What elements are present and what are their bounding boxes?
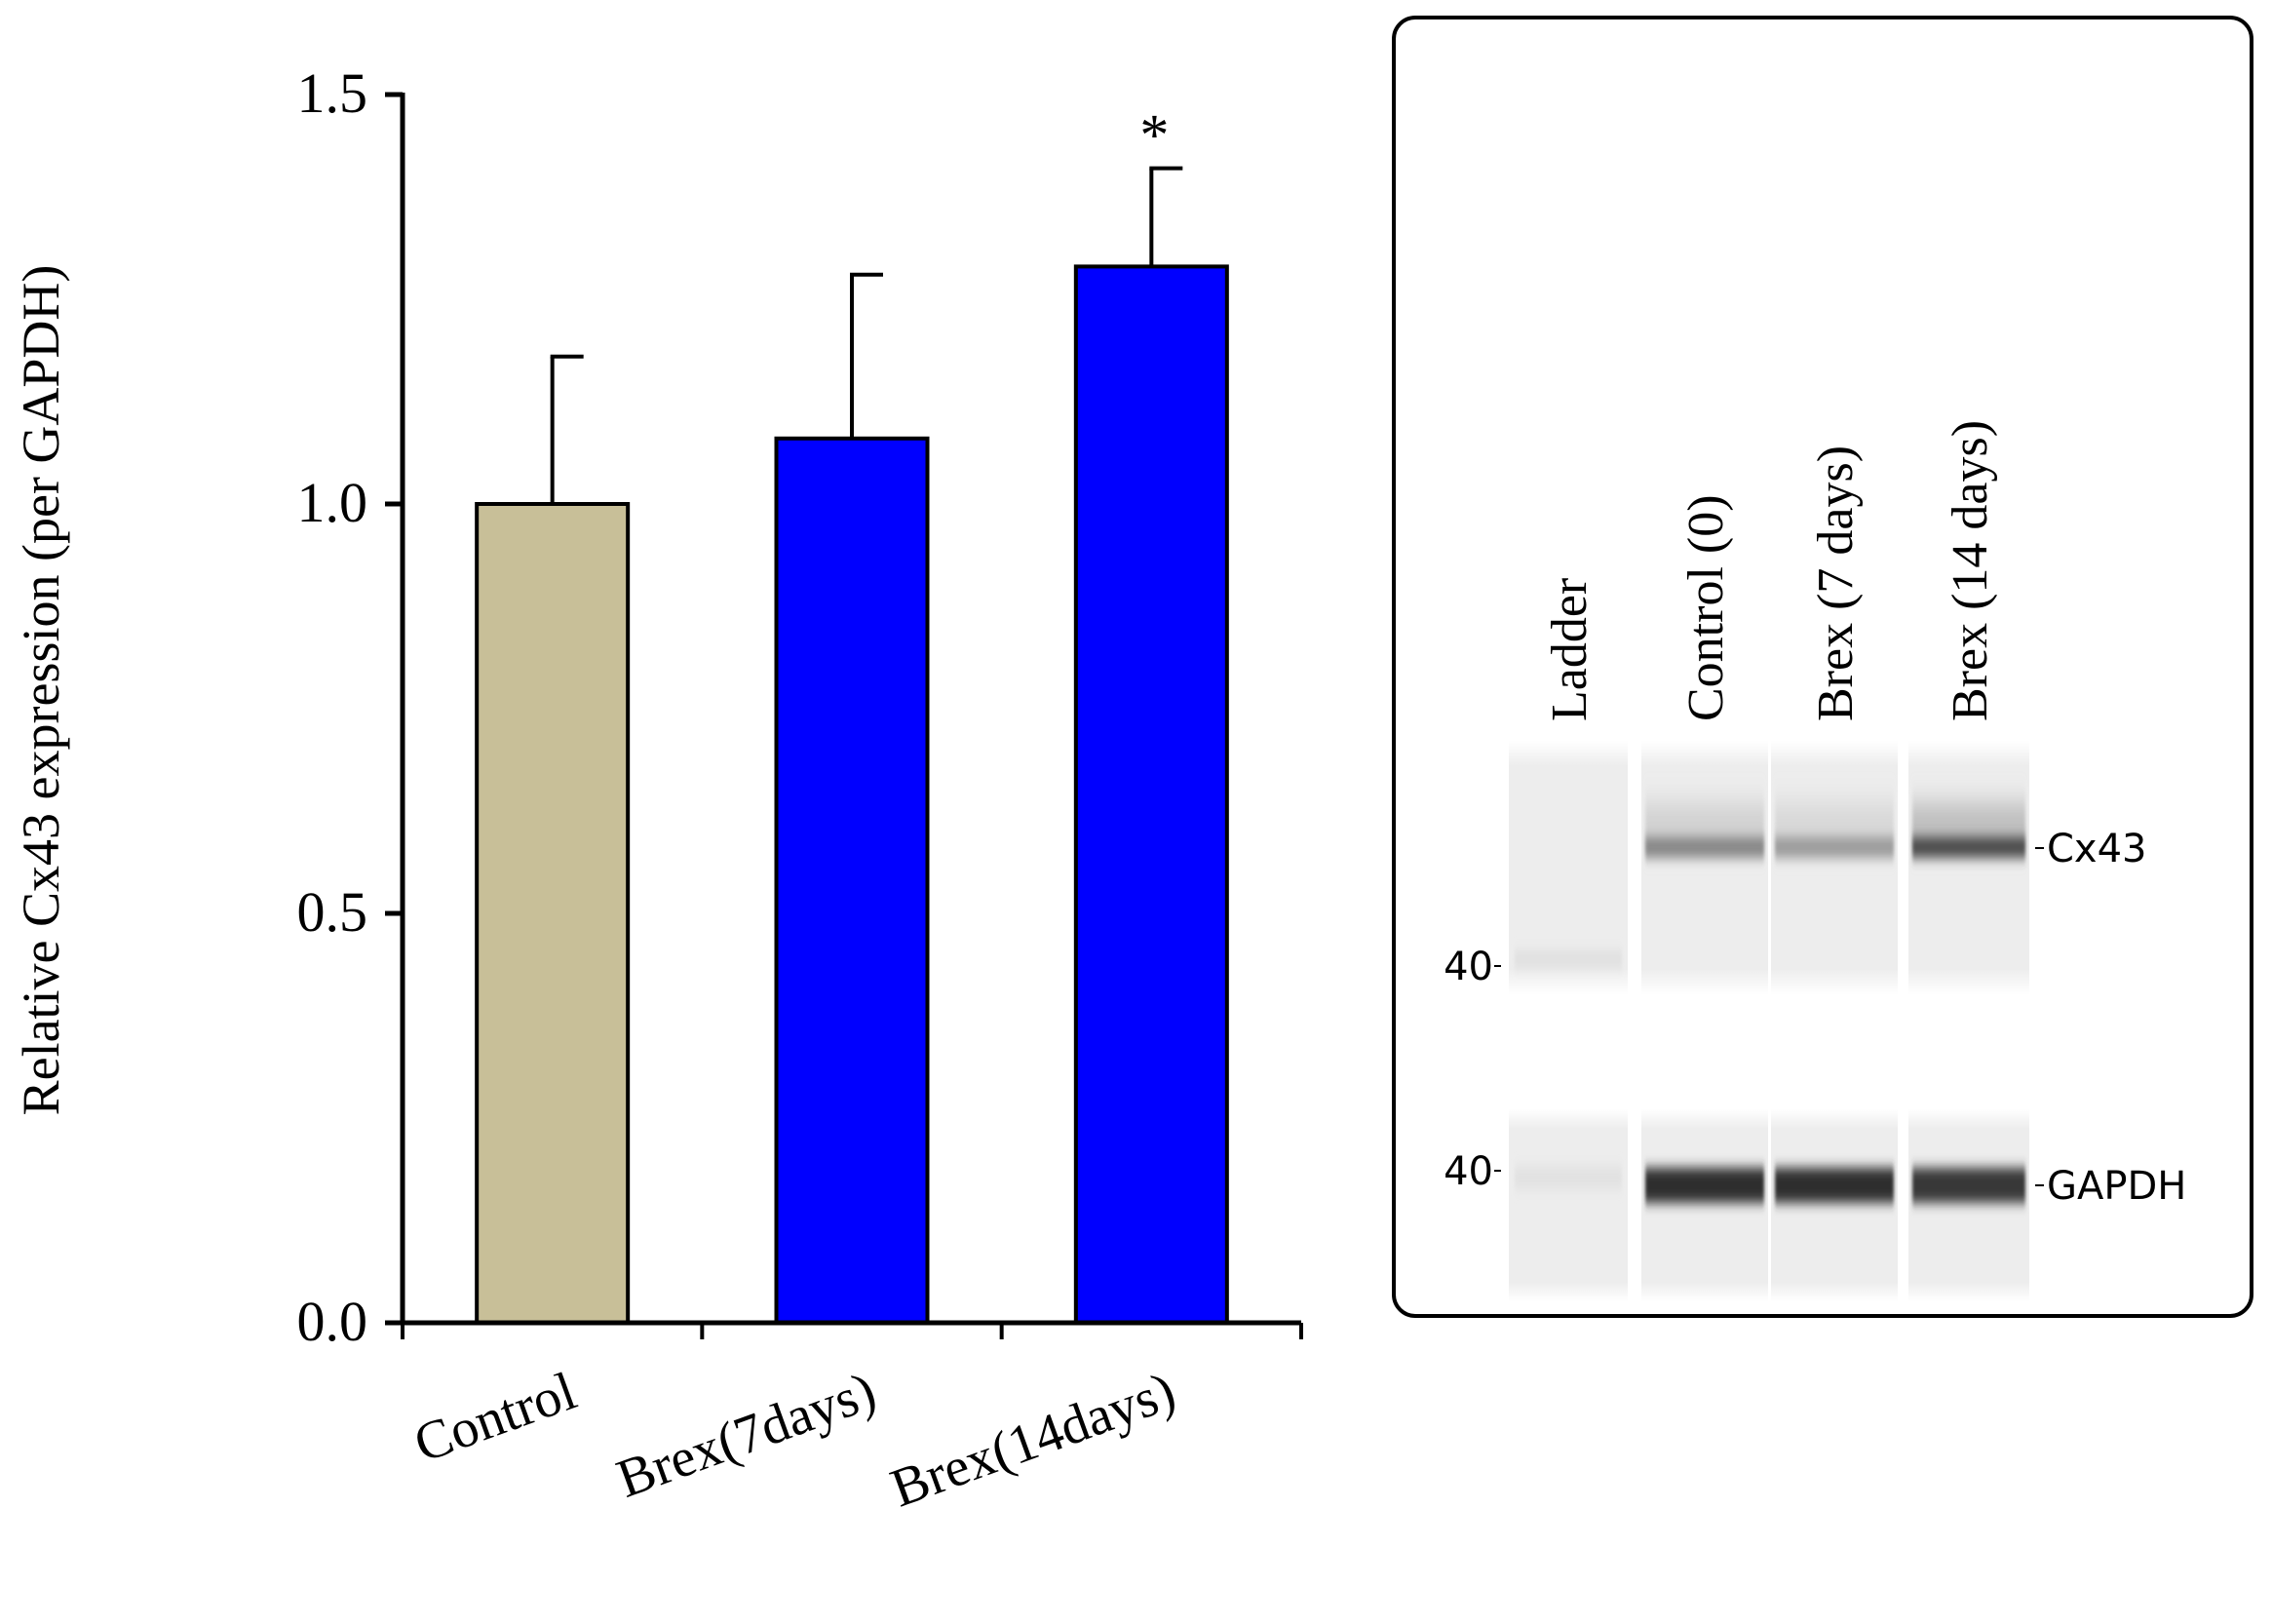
- ladder-band: [1515, 950, 1622, 968]
- gapdh-band: [1645, 1168, 1764, 1203]
- blot-panel: Ladder Control (0) Brex (7 days) Brex (14 d…: [1392, 16, 2253, 1318]
- blot-lane-fade: [1771, 1109, 1898, 1301]
- lane-label: Control (0): [1678, 494, 1734, 721]
- blot-lane-fade: [1641, 1109, 1768, 1301]
- gapdh-band: [1775, 1168, 1894, 1203]
- blot-lane-fade: [1908, 741, 2029, 994]
- y-tick-label: 1.0: [297, 471, 368, 534]
- gapdh-band: [1912, 1168, 2025, 1203]
- lane-labels: Ladder Control (0) Brex (7 days) Brex (14 d…: [1542, 420, 1998, 721]
- ladder-band: [1515, 1166, 1622, 1189]
- lane-label: Ladder: [1542, 578, 1598, 721]
- axes-layer: [385, 92, 1303, 1339]
- x-tick-label: Brex(14days): [883, 1361, 1183, 1520]
- cx43-band: [1645, 836, 1764, 858]
- y-tick-label: 0.5: [297, 880, 368, 944]
- y-tick-label: 1.5: [297, 61, 368, 125]
- blot-lane-fade: [1771, 741, 1898, 994]
- band-label: Cx43: [2047, 827, 2147, 871]
- cx43-band: [1912, 836, 2025, 858]
- band-label: GAPDH: [2047, 1164, 2186, 1209]
- x-tick-label: Brex(7days): [609, 1361, 883, 1510]
- lane-label: Brex (7 days): [1808, 445, 1864, 721]
- bar-control: [475, 502, 631, 1325]
- marker-label: 40: [1444, 1149, 1493, 1194]
- cx43-band: [1775, 836, 1894, 858]
- y-axis-label: Relative Cx43 expression (per GAPDH): [12, 265, 70, 1116]
- lane-label: Brex (14 days): [1943, 420, 1998, 721]
- x-tick-labels: Control Brex(7days) Brex(14days): [406, 1361, 1183, 1520]
- bar-brex-7days-: [774, 436, 930, 1325]
- blot-lane-fade: [1509, 1109, 1628, 1301]
- bar-brex-14days-: [1073, 264, 1229, 1325]
- x-tick-label: Control: [406, 1361, 584, 1475]
- marker-label: 40: [1444, 945, 1493, 989]
- band-labels: Cx43 GAPDH 40 40: [1444, 827, 2186, 1209]
- y-tick-label: 0.0: [297, 1290, 368, 1353]
- blot-lanes: [1509, 741, 2029, 1301]
- blot-lane-fade: [1908, 1109, 2029, 1301]
- error-bars-layer: [550, 166, 1183, 504]
- significance-markers: *: [1139, 103, 1169, 168]
- bar-chart: 0.0 0.5 1.0 1.5 Control Brex(7days) Brex(14da…: [12, 61, 1303, 1520]
- significance-asterisk: *: [1139, 103, 1169, 168]
- y-tick-labels: 0.0 0.5 1.0 1.5: [297, 61, 368, 1353]
- blot-lane-fade: [1641, 741, 1768, 994]
